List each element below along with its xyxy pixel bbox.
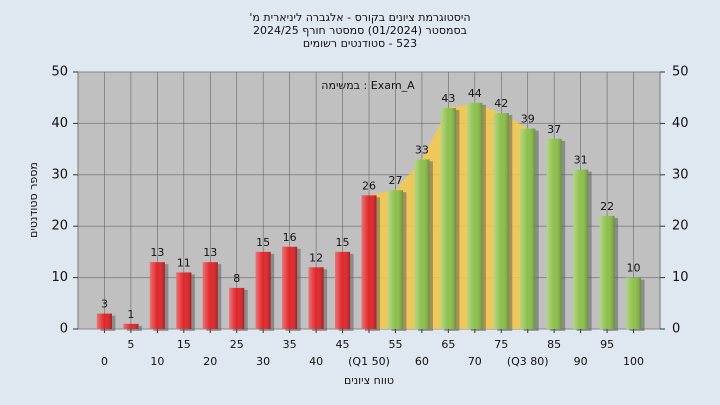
value-label: 33 xyxy=(415,143,429,156)
value-label: 13 xyxy=(150,246,164,259)
value-label: 16 xyxy=(283,231,297,244)
x-tick-label: 25 xyxy=(230,338,244,351)
bar-shade xyxy=(493,113,509,330)
x-tick-label: 10 xyxy=(150,355,164,368)
bar-shade xyxy=(308,267,324,329)
bar-shade xyxy=(573,169,589,329)
x-tick-label: 90 xyxy=(574,355,588,368)
x-tick-label: 40 xyxy=(309,355,323,368)
x-tick-label: 45 xyxy=(336,338,350,351)
bar-shade xyxy=(123,323,139,329)
y2-tick-label: 30 xyxy=(672,167,689,182)
x-tick-label: 20 xyxy=(203,355,217,368)
value-label: 3 xyxy=(101,298,108,311)
value-label: 22 xyxy=(600,200,614,213)
x-tick-label: 55 xyxy=(388,338,402,351)
y2-tick-label: 10 xyxy=(672,270,689,285)
x-tick-label: 0 xyxy=(101,355,108,368)
x-tick-label: 75 xyxy=(494,338,508,351)
bar-shade xyxy=(282,246,298,329)
bar-shade xyxy=(176,272,192,329)
value-label: 27 xyxy=(388,174,402,187)
y-tick-label: 30 xyxy=(51,167,68,182)
annotation: במשימה : Exam_A xyxy=(321,79,415,92)
bar-shade xyxy=(387,190,403,329)
bar-shade xyxy=(202,262,218,329)
bar-shade xyxy=(96,313,112,329)
y2-tick-label: 40 xyxy=(672,116,689,131)
y-tick-label: 0 xyxy=(60,322,68,337)
y-tick-label: 40 xyxy=(51,116,68,131)
x-tick-label: (Q3 80) xyxy=(507,355,549,368)
bar-shade xyxy=(255,251,271,329)
y-tick-label: 10 xyxy=(51,270,68,285)
x-tick-label: 5 xyxy=(127,338,134,351)
x-tick-label: 100 xyxy=(623,355,644,368)
chart-subtitle: בסמסטר (01/2024) סמסטר חורף 2024/25 xyxy=(253,24,467,37)
x-tick-label: (Q1 50) xyxy=(348,355,390,368)
x-tick-label: 95 xyxy=(600,338,614,351)
value-label: 10 xyxy=(627,262,641,275)
value-label: 8 xyxy=(233,272,240,285)
value-label: 39 xyxy=(521,113,535,126)
x-tick-label: 35 xyxy=(283,338,297,351)
bar-shade xyxy=(149,262,165,329)
y-tick-label: 20 xyxy=(51,219,68,234)
value-label: 31 xyxy=(574,154,588,167)
bar-shade xyxy=(229,287,245,329)
x-axis-label: טווח ציונים xyxy=(344,374,394,387)
bar-shade xyxy=(520,128,536,329)
y-tick-label: 50 xyxy=(51,65,68,80)
bar-shade xyxy=(335,251,351,329)
x-tick-label: 30 xyxy=(256,355,270,368)
x-tick-label: 70 xyxy=(468,355,482,368)
x-tick-label: 85 xyxy=(547,338,561,351)
value-label: 15 xyxy=(256,236,270,249)
x-tick-label: 15 xyxy=(177,338,191,351)
value-label: 13 xyxy=(203,246,217,259)
value-label: 1 xyxy=(127,308,134,321)
bar-shade xyxy=(440,107,456,329)
value-label: 43 xyxy=(441,92,455,105)
chart-title: היסטוגרמת ציונים בקורס - אלגברה ליניארית… xyxy=(249,11,470,24)
value-label: 26 xyxy=(362,179,376,192)
bar-shade xyxy=(414,159,430,329)
bar-shade xyxy=(599,215,615,329)
value-label: 42 xyxy=(494,97,508,110)
bar-shade xyxy=(361,195,377,329)
bar-shade xyxy=(626,277,642,329)
chart-subtitle: 523 - סטודנטים רשומים xyxy=(303,37,417,50)
y2-tick-label: 20 xyxy=(672,219,689,234)
y-axis-label: מספר סטודנטים xyxy=(27,162,40,238)
value-label: 12 xyxy=(309,251,323,264)
value-label: 37 xyxy=(547,123,561,136)
value-label: 44 xyxy=(468,87,482,100)
y2-tick-label: 50 xyxy=(672,65,689,80)
bar-shade xyxy=(546,138,562,329)
value-label: 15 xyxy=(336,236,350,249)
y2-tick-label: 0 xyxy=(672,322,680,337)
x-tick-label: 65 xyxy=(441,338,455,351)
bar-shade xyxy=(467,102,483,329)
x-tick-label: 60 xyxy=(415,355,429,368)
value-label: 11 xyxy=(177,256,191,269)
